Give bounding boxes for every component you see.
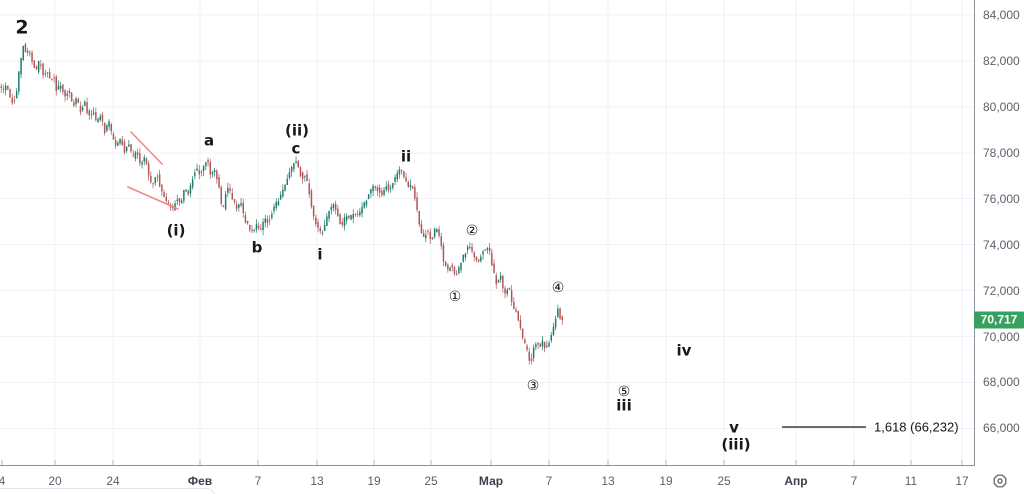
- wave-label-v[interactable]: v: [729, 418, 739, 437]
- price-tick-label: 66,000: [983, 421, 1020, 436]
- price-tick-label: 80,000: [983, 99, 1020, 114]
- wave-label-a[interactable]: a: [203, 131, 215, 150]
- wave-label-iii[interactable]: iii: [616, 396, 632, 415]
- time-tick-label: 7: [254, 473, 262, 488]
- wave-label-(iii)[interactable]: (iii): [721, 435, 751, 454]
- wave-label-i[interactable]: i: [317, 245, 323, 264]
- wave-label-②[interactable]: ②: [465, 223, 479, 239]
- price-tick-label: 74,000: [983, 237, 1020, 252]
- price-tick-label: 84,000: [983, 8, 1020, 22]
- price-tick-label: 68,000: [983, 375, 1020, 390]
- time-tick-month-label: Мар: [478, 473, 504, 488]
- wave-label-2[interactable]: 2: [15, 16, 29, 39]
- time-tick-month-label: Фев: [187, 473, 213, 488]
- fib-extension-label[interactable]: 1,618 (66,232): [874, 419, 959, 435]
- wave-label-⑤[interactable]: ⑤: [617, 384, 631, 400]
- time-tick-label: 19: [367, 473, 381, 488]
- gear-icon[interactable]: [992, 473, 1008, 489]
- price-axis[interactable]: 70,717 84,000 82,000 80,000 78,000 76,000 74,…: [974, 0, 1024, 466]
- price-axis-settings[interactable]: [976, 467, 1024, 494]
- price-tick-label: 72,000: [983, 283, 1020, 298]
- wave-label-①[interactable]: ①: [448, 289, 462, 305]
- wave-label-c[interactable]: c: [291, 139, 301, 158]
- time-tick-label: 24: [106, 473, 120, 488]
- time-tick-label: 13: [601, 473, 615, 488]
- price-tick-label: 76,000: [983, 191, 1020, 206]
- chart-plot-area[interactable]: 2 (i) a b (ii) c i ii ① ② ③ ④ ⑤ iii iv v (iii) 1,618 (66…: [0, 0, 975, 466]
- time-tick-label: 17: [955, 473, 969, 488]
- last-price-badge: 70,717: [974, 311, 1024, 329]
- time-axis[interactable]: 4 20 24 Фев 7 13 19 25 Мар 7 13 19 25 Апр 7 11 17: [0, 467, 975, 494]
- wave-label-ii[interactable]: ii: [400, 147, 412, 166]
- time-tick-label: 20: [48, 473, 62, 488]
- bottom-toolbar-edge: [0, 488, 215, 494]
- price-tick-label: 78,000: [983, 145, 1020, 160]
- price-tick-label: 70,000: [983, 329, 1020, 344]
- time-tick-label: 19: [659, 473, 673, 488]
- wave-label-(ii)[interactable]: (ii): [285, 121, 309, 140]
- time-tick-label: 11: [904, 473, 918, 488]
- wave-label-b[interactable]: b: [251, 238, 263, 257]
- time-tick-label: 4: [0, 473, 6, 488]
- time-tick-month-label: Апр: [784, 473, 808, 488]
- wave-label-③[interactable]: ③: [526, 378, 540, 394]
- time-tick-label: 25: [424, 473, 438, 488]
- time-tick-label: 13: [310, 473, 324, 488]
- time-tick-label: 7: [850, 473, 858, 488]
- candlestick-chart: [0, 0, 974, 465]
- time-tick-label: 7: [545, 473, 553, 488]
- time-tick-label: 25: [717, 473, 731, 488]
- wave-label-iv[interactable]: iv: [676, 341, 692, 360]
- wave-label-(i)[interactable]: (i): [166, 221, 186, 240]
- price-tick-label: 82,000: [983, 53, 1020, 68]
- wave-label-④[interactable]: ④: [551, 280, 565, 296]
